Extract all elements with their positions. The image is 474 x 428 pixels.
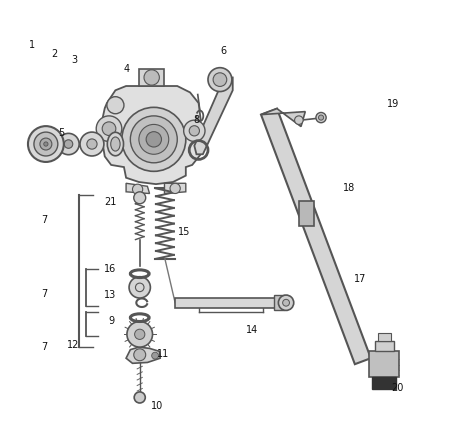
Circle shape <box>213 73 227 86</box>
Bar <box>175 297 278 308</box>
Circle shape <box>319 115 324 120</box>
Text: 7: 7 <box>41 214 47 225</box>
Text: 1: 1 <box>29 41 36 51</box>
Text: 13: 13 <box>104 290 116 300</box>
Circle shape <box>208 68 232 92</box>
Circle shape <box>129 277 150 298</box>
Text: 3: 3 <box>72 55 78 65</box>
Circle shape <box>58 134 79 155</box>
Circle shape <box>102 122 116 136</box>
Circle shape <box>144 70 159 85</box>
Bar <box>378 333 391 341</box>
Circle shape <box>170 183 180 193</box>
Polygon shape <box>126 183 149 193</box>
Circle shape <box>132 184 143 194</box>
Text: 17: 17 <box>355 274 367 284</box>
Circle shape <box>40 138 52 150</box>
Polygon shape <box>261 109 305 127</box>
Bar <box>372 377 396 389</box>
Bar <box>274 295 283 310</box>
Polygon shape <box>126 347 160 363</box>
Circle shape <box>139 125 169 154</box>
Text: 7: 7 <box>41 289 47 299</box>
Text: 6: 6 <box>221 46 227 56</box>
Text: 19: 19 <box>387 99 400 109</box>
Circle shape <box>134 192 146 204</box>
Text: 12: 12 <box>67 340 80 351</box>
Bar <box>139 69 164 86</box>
Circle shape <box>80 132 104 156</box>
Circle shape <box>295 116 303 125</box>
Text: 11: 11 <box>157 349 169 359</box>
Circle shape <box>152 352 158 359</box>
Circle shape <box>28 126 64 162</box>
Text: 18: 18 <box>343 183 355 193</box>
Polygon shape <box>164 183 186 193</box>
Text: 5: 5 <box>59 128 65 138</box>
Bar <box>299 201 314 226</box>
Circle shape <box>283 299 290 306</box>
Circle shape <box>134 392 145 403</box>
Circle shape <box>146 132 162 147</box>
Circle shape <box>64 140 73 148</box>
Ellipse shape <box>107 132 124 156</box>
Circle shape <box>189 126 200 136</box>
Circle shape <box>134 349 146 361</box>
Circle shape <box>44 142 48 146</box>
Text: 10: 10 <box>151 401 163 411</box>
Circle shape <box>316 113 326 123</box>
Text: 8: 8 <box>193 115 200 125</box>
Text: 14: 14 <box>246 325 258 335</box>
Polygon shape <box>102 86 203 184</box>
Circle shape <box>96 116 122 142</box>
Text: 4: 4 <box>124 64 130 74</box>
Circle shape <box>34 132 58 156</box>
Polygon shape <box>194 77 233 154</box>
Circle shape <box>127 321 153 347</box>
Text: 2: 2 <box>51 49 58 59</box>
Text: 16: 16 <box>104 264 116 273</box>
Circle shape <box>183 120 205 142</box>
Text: 7: 7 <box>41 342 47 352</box>
Circle shape <box>87 139 97 149</box>
Text: 20: 20 <box>392 383 404 393</box>
Circle shape <box>122 107 186 171</box>
Ellipse shape <box>111 137 120 151</box>
Polygon shape <box>261 109 371 364</box>
Circle shape <box>278 295 294 310</box>
Text: 21: 21 <box>104 197 116 208</box>
Circle shape <box>135 329 145 339</box>
Circle shape <box>130 116 177 163</box>
Text: 15: 15 <box>178 227 191 237</box>
Text: 9: 9 <box>108 316 114 326</box>
Bar <box>375 341 393 351</box>
Circle shape <box>107 97 124 114</box>
Bar <box>369 351 399 377</box>
